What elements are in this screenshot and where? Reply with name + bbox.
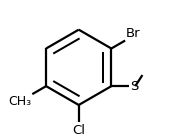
- Text: Cl: Cl: [72, 124, 85, 136]
- Text: S: S: [130, 80, 139, 93]
- Text: Br: Br: [126, 27, 141, 40]
- Text: CH₃: CH₃: [8, 95, 32, 108]
